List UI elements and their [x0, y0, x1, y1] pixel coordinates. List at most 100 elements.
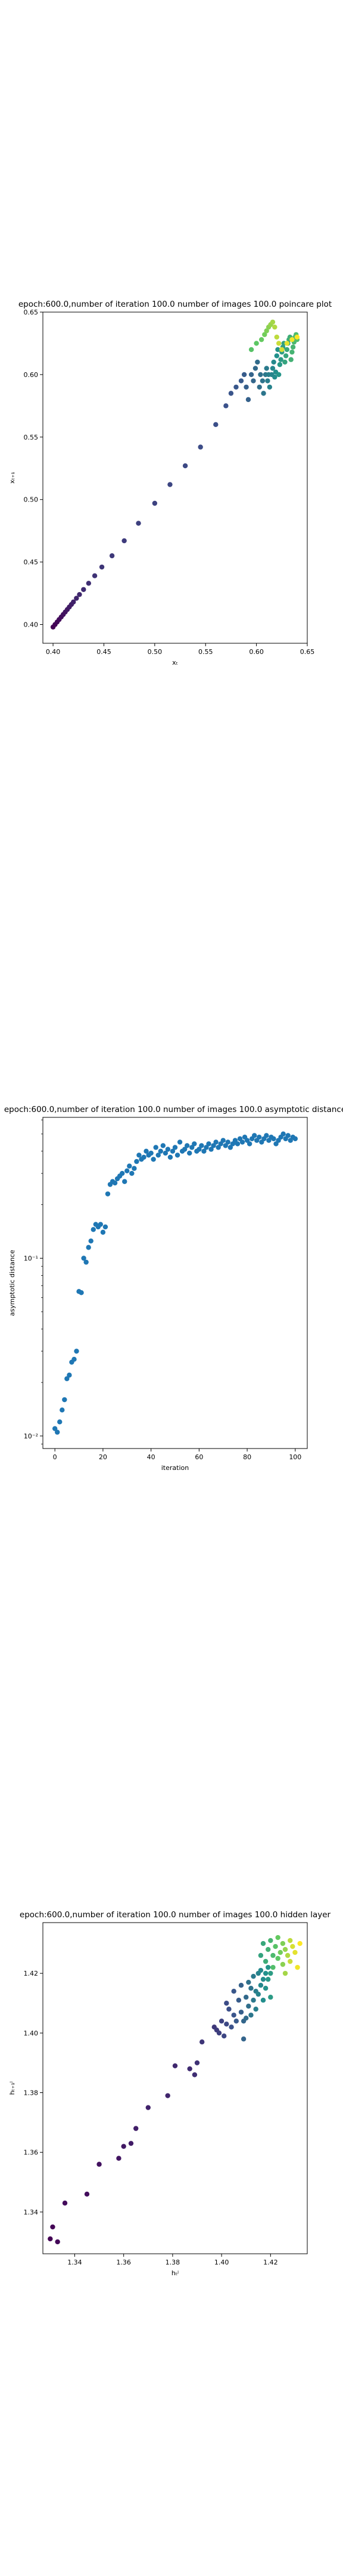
data-point [60, 1407, 65, 1413]
data-point [116, 2156, 121, 2161]
data-point [105, 1191, 111, 1197]
data-point [264, 1133, 269, 1138]
data-point [81, 587, 86, 592]
data-point [285, 1133, 291, 1138]
x-axis-label: xₜ [172, 659, 178, 666]
data-point [152, 500, 158, 506]
data-point [273, 1943, 278, 1949]
data-point [81, 1256, 86, 1261]
data-point [264, 366, 269, 371]
data-point [297, 1940, 303, 1946]
data-point [182, 1147, 188, 1152]
data-point [223, 403, 229, 409]
data-point [86, 581, 92, 586]
data-point [109, 553, 115, 559]
data-point [239, 1139, 245, 1145]
data-point [213, 422, 219, 428]
data-point [270, 319, 276, 325]
data-point [251, 1973, 256, 1979]
data-point [235, 1141, 241, 1147]
data-point [276, 372, 282, 378]
data-point [98, 1222, 104, 1227]
data-point [192, 1141, 197, 1147]
data-point [262, 332, 267, 337]
data-point [57, 1419, 63, 1425]
y-tick-label: 0.50 [24, 496, 39, 504]
data-point [266, 1946, 271, 1952]
data-point [266, 1964, 271, 1970]
data-point [148, 1150, 154, 1156]
data-point [167, 482, 173, 487]
y-tick-label: 10⁻¹ [24, 1254, 38, 1262]
plot-frame [42, 1922, 308, 2254]
data-point [289, 337, 295, 342]
y-tick-label: 1.42 [24, 1970, 39, 1977]
data-point [184, 1143, 190, 1148]
data-point [177, 1139, 183, 1145]
data-point [276, 341, 282, 346]
data-point [67, 1372, 72, 1378]
data-point [270, 1964, 276, 1970]
data-point [213, 1139, 219, 1145]
data-point [294, 334, 300, 340]
data-point [264, 328, 269, 334]
data-point [216, 1145, 221, 1150]
data-point [275, 347, 280, 353]
x-tick-label: 1.42 [263, 2259, 278, 2266]
data-point [165, 1147, 171, 1152]
data-point [244, 1995, 249, 2000]
x-tick-label: 1.34 [67, 2259, 82, 2266]
x-axis-label: iteration [161, 1464, 189, 1472]
data-point [275, 1955, 280, 1961]
data-point [268, 1938, 273, 1943]
x-tick-label: 0.50 [148, 648, 163, 656]
chart-3: epoch:600.0,number of iteration 100.0 nu… [8, 1910, 331, 2277]
x-tick-label: 0 [53, 1453, 57, 1461]
data-point [91, 1227, 96, 1232]
data-point [260, 1976, 266, 1982]
data-point [263, 1970, 269, 1976]
y-tick-label: 1.34 [24, 2209, 39, 2216]
data-point [48, 2236, 53, 2242]
y-tick-label: 0.65 [24, 309, 39, 316]
data-point [257, 1134, 262, 1140]
data-point [121, 538, 127, 544]
data-point [263, 1958, 269, 1964]
data-point [86, 1245, 91, 1250]
data-point [290, 344, 296, 350]
data-point [290, 1943, 295, 1949]
data-point [182, 463, 188, 469]
data-point [134, 1158, 139, 1164]
y-tick-label: 0.40 [24, 621, 39, 629]
data-point [124, 1168, 130, 1174]
data-point [238, 2010, 244, 2015]
x-tick-label: 1.40 [214, 2259, 229, 2266]
data-point [289, 349, 295, 355]
data-point [172, 1145, 178, 1150]
data-point [283, 353, 289, 359]
data-point [245, 397, 251, 403]
data-point [99, 564, 105, 570]
data-point [223, 1143, 228, 1148]
data-point [208, 1147, 214, 1152]
data-point [71, 599, 76, 605]
plot-frame [42, 312, 308, 644]
data-point [270, 1952, 276, 1958]
data-point [248, 372, 254, 378]
data-point [201, 1148, 207, 1154]
data-point [280, 1961, 286, 1967]
data-point [266, 1976, 271, 1982]
data-point [187, 1150, 192, 1156]
data-point [260, 1998, 266, 2003]
data-point [224, 2001, 229, 2006]
data-point [272, 324, 277, 330]
data-point [268, 1970, 273, 1976]
data-point [254, 341, 259, 346]
data-point [100, 1229, 106, 1235]
data-point [225, 1139, 230, 1145]
data-point [199, 2039, 205, 2045]
data-point [211, 1143, 216, 1148]
data-point [170, 1148, 176, 1154]
data-point [160, 1143, 166, 1148]
